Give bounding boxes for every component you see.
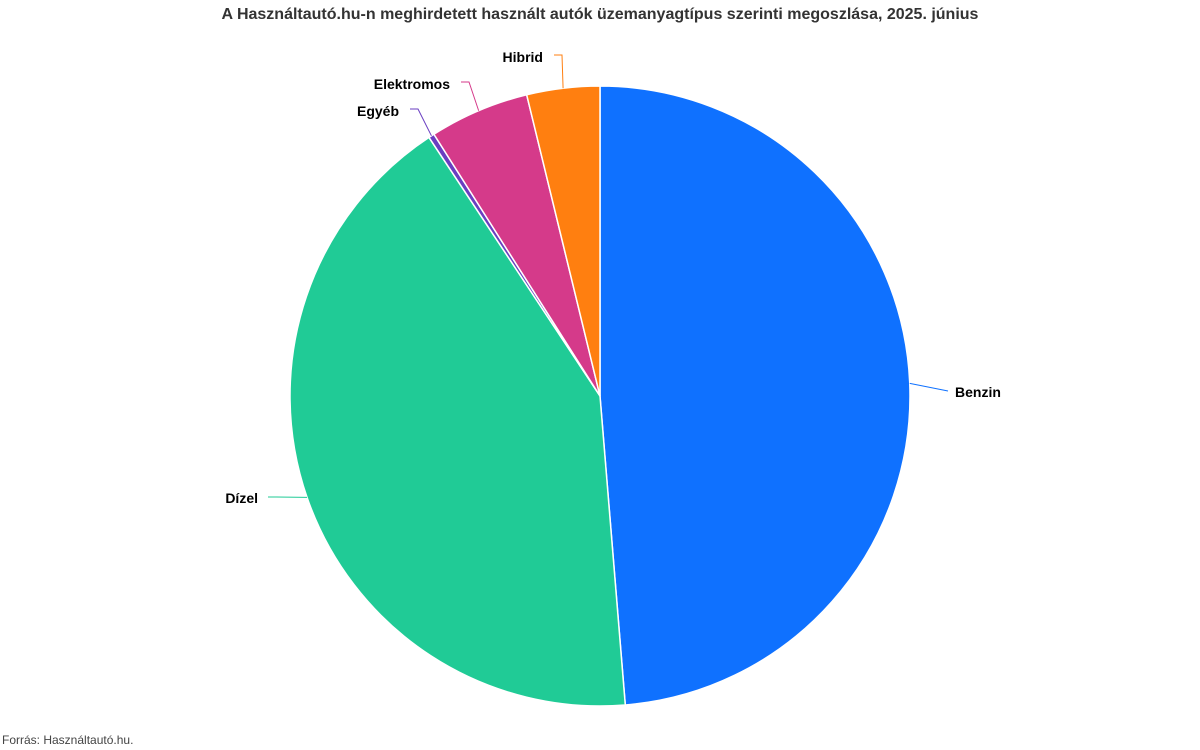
slice-label-hibrid: Hibrid xyxy=(503,49,543,65)
pie-slice-benzin xyxy=(599,85,911,706)
leader-line-elektromos xyxy=(461,81,480,111)
leader-line-benzin xyxy=(909,382,949,392)
slice-label-egyeb: Egyéb xyxy=(357,103,399,119)
pie-slice-dizel xyxy=(289,136,627,707)
leader-line-hibrid xyxy=(554,54,564,89)
slice-label-elektromos: Elektromos xyxy=(374,76,450,92)
chart-title: A Használtautó.hu-n meghirdetett használ… xyxy=(221,6,979,23)
leader-line-egyeb xyxy=(410,108,432,137)
source-note: Forrás: Használtautó.hu. xyxy=(2,733,134,747)
slice-label-benzin: Benzin xyxy=(955,384,1001,400)
slice-label-dizel: Dízel xyxy=(225,490,258,506)
